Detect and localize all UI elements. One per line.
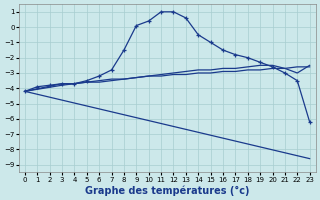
X-axis label: Graphe des températures (°c): Graphe des températures (°c) xyxy=(85,185,250,196)
